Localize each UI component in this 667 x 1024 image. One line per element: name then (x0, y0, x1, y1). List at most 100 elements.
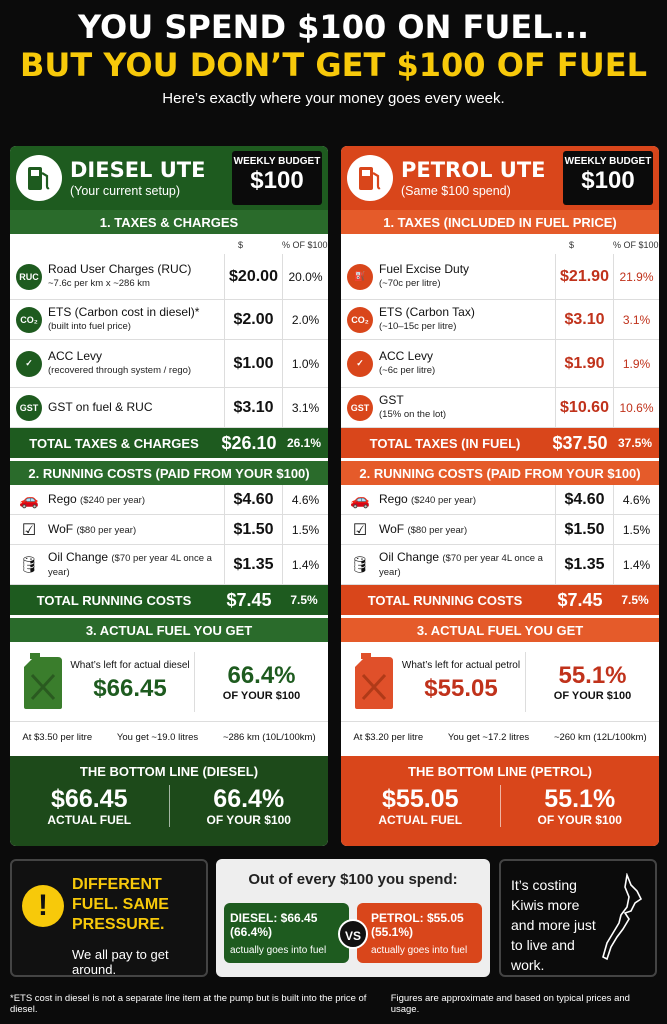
total-pct: 26.1% (286, 436, 322, 450)
tax-row-0: ⛽ Fuel Excise Duty (~70c per litre) $21.90… (341, 254, 659, 300)
row-pct: 1.5% (613, 515, 659, 544)
row-note: ($80 per year) (407, 524, 468, 536)
tax-badge-icon: ✓ (347, 350, 373, 377)
total-amount: $26.10 (221, 432, 277, 453)
row-note: ~7.6c per km x ~286 km (48, 278, 150, 289)
pressure-sub: We all pay to get around. (72, 947, 169, 977)
col-pct: % OF $100 (613, 240, 659, 250)
bottom-v2: 66.4% (213, 785, 285, 813)
total-pct: 37.5% (617, 436, 653, 450)
diesel-pill-sub: actually goes into fuel (230, 945, 327, 956)
petrol-sec2: 2. RUNNING COSTS (PAID FROM YOUR $100) (341, 461, 659, 485)
row-amount: $1.50 (224, 515, 282, 544)
petrol-title: PETROL UTE (401, 158, 546, 182)
tax-badge-icon: GST (16, 394, 42, 421)
kiwi-text: It’s costing Kiwis more and more just to… (511, 877, 596, 973)
row-label: Oil Change ($70 per year 4L once a year) (379, 549, 555, 579)
row-note: ($70 per year 4L once a year) (379, 552, 543, 578)
bottom-v1: $66.45 (51, 785, 128, 813)
row-pct: 1.0% (282, 340, 328, 387)
running-row-2: 🛢 Oil Change ($70 per year 4L once a year… (341, 545, 659, 585)
info-price: At $3.50 per litre (22, 731, 93, 743)
clipboard-check-icon: ☑ (352, 521, 368, 539)
row-label: WoF ($80 per year) (379, 522, 555, 537)
tax-badge-icon: CO₂ (347, 306, 373, 333)
tax-badge-icon: CO₂ (16, 306, 42, 333)
budget-label: WEEKLY BUDGET (564, 156, 652, 167)
total-amount: $7.45 (226, 589, 272, 610)
total-label: TOTAL RUNNING COSTS (36, 592, 192, 608)
running-row-0: 🚗 Rego ($240 per year) $4.60 4.6% (341, 485, 659, 515)
row-label-main: ETS (Carbon cost in diesel)* (48, 305, 200, 319)
new-zealand-map-icon (602, 873, 643, 961)
row-label-main: WoF (48, 521, 74, 536)
column-headings: $ % OF $100 (10, 234, 328, 254)
tax-badge-icon: RUC (16, 263, 42, 290)
tax-badge-icon: GST (347, 394, 373, 421)
row-label: ETS (Carbon Tax) (~10–15c per litre) (379, 306, 555, 333)
row-pct: 21.9% (613, 254, 659, 299)
footer: ! DIFFERENT FUEL. SAME PRESSURE. We all … (10, 859, 657, 979)
petrol-tax-total: TOTAL TAXES (IN FUEL) $37.50 37.5% (341, 428, 659, 458)
running-row-1: ☑ WoF ($80 per year) $1.50 1.5% (10, 515, 328, 545)
info-km: ~260 km (12L/100km) (553, 731, 647, 743)
bottom-v2: 55.1% (544, 785, 616, 813)
diesel-sec2: 2. RUNNING COSTS (PAID FROM YOUR $100) (10, 461, 328, 485)
col-amt: $ (569, 240, 575, 250)
fuel-right-value: 66.4% (227, 661, 296, 689)
row-pct: 4.6% (613, 485, 659, 514)
running-row-0: 🚗 Rego ($240 per year) $4.60 4.6% (10, 485, 328, 515)
row-amount: $4.60 (224, 485, 282, 514)
row-note: (~70c per litre) (379, 278, 441, 289)
row-note: ($240 per year) (411, 494, 476, 506)
row-note: (built into fuel price) (48, 321, 131, 332)
row-label-main: Rego (379, 491, 408, 506)
info-litres: You get ~19.0 litres (116, 731, 199, 743)
warning-icon: ! (22, 885, 64, 927)
row-amount: $2.00 (224, 300, 282, 339)
row-note: (~6c per litre) (379, 365, 436, 376)
car-icon: 🚗 (350, 491, 370, 509)
petrol-fuel-box: What’s left for actual petrol $55.05 55.1… (341, 642, 659, 722)
pressure-box: ! DIFFERENT FUEL. SAME PRESSURE. We all … (10, 859, 208, 977)
pressure-title: DIFFERENT FUEL. SAME PRESSURE. (72, 876, 169, 933)
row-label: GST on fuel & RUC (48, 401, 224, 414)
info-price: At $3.20 per litre (353, 731, 424, 743)
row-amount: $1.50 (555, 515, 613, 544)
row-amount: $1.35 (555, 545, 613, 584)
car-icon: 🚗 (19, 491, 39, 509)
row-label-main: Oil Change (379, 549, 440, 564)
bottom-s1: ACTUAL FUEL (378, 813, 463, 827)
row-label: Road User Charges (RUC) ~7.6c per km x ~… (48, 263, 224, 290)
petrol-pill-sub: actually goes into fuel (371, 945, 468, 956)
info-litres: You get ~17.2 litres (447, 731, 530, 743)
diesel-column: DIESEL UTE (Your current setup) WEEKLY B… (10, 146, 328, 846)
tax-row-3: GST GST on fuel & RUC $3.10 3.1% (10, 388, 328, 428)
headline-1: YOU SPEND $100 ON FUEL... (77, 8, 590, 46)
fuel-left-label: What’s left for actual diesel (70, 660, 190, 671)
petrol-pill-line: PETROL: $55.05 (55.1%) (371, 911, 464, 939)
footnotes: *ETS cost in diesel is not a separate li… (10, 993, 657, 1015)
bottom-title: THE BOTTOM LINE (PETROL) (408, 764, 592, 779)
tax-row-2: ✓ ACC Levy (recovered through system / re… (10, 340, 328, 388)
budget-label: WEEKLY BUDGET (233, 156, 321, 167)
row-amount: $4.60 (555, 485, 613, 514)
fuel-pump-icon (347, 155, 393, 201)
row-label: ETS (Carbon cost in diesel)* (built into… (48, 306, 224, 333)
diesel-sec1: 1. TAXES & CHARGES (10, 210, 328, 234)
footnote-left: *ETS cost in diesel is not a separate li… (10, 993, 367, 1015)
fuel-left-value: $55.05 (424, 675, 498, 702)
row-amount: $21.90 (555, 254, 613, 299)
clipboard-check-icon: ☑ (21, 521, 37, 539)
tax-row-3: GST GST (15% on the lot) $10.60 10.6% (341, 388, 659, 428)
bottom-s2: OF YOUR $100 (206, 813, 291, 827)
fuel-right-value: 55.1% (558, 661, 627, 689)
row-note: ($80 per year) (76, 524, 137, 536)
petrol-sec1: 1. TAXES (INCLUDED IN FUEL PRICE) (341, 210, 659, 234)
tax-row-1: CO₂ ETS (Carbon cost in diesel)* (built i… (10, 300, 328, 340)
row-amount: $10.60 (555, 388, 613, 427)
total-amount: $37.50 (552, 432, 608, 453)
row-label: Fuel Excise Duty (~70c per litre) (379, 263, 555, 290)
row-label: Oil Change ($70 per year 4L once a year) (48, 550, 224, 579)
budget-value: $100 (581, 167, 635, 194)
